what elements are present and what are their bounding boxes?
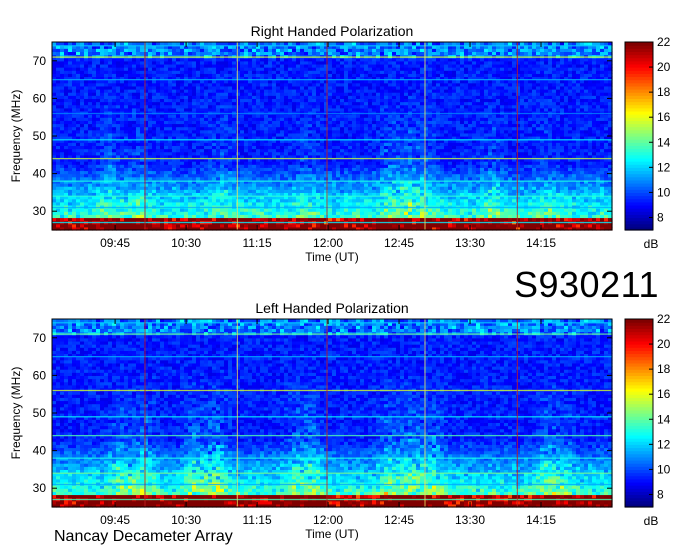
right-pol-title: Right Handed Polarization [250, 23, 414, 39]
y-axis-label: Frequency (MHz) [9, 90, 23, 183]
x-tick-label: 11:15 [243, 236, 272, 250]
x-tick-label: 13:30 [455, 236, 485, 250]
colorbar [625, 42, 653, 231]
x-tick-label: 12:00 [313, 236, 343, 250]
y-tick-label: 60 [33, 368, 47, 382]
colorbar-frame [624, 41, 654, 231]
colorbar-label: dB [644, 514, 659, 528]
y-tick-label: 30 [33, 204, 47, 218]
y-tick-label: 40 [33, 444, 47, 458]
x-tick-label: 13:30 [455, 513, 485, 527]
spectrogram-image [52, 42, 613, 231]
colorbar-tick-label: 12 [657, 160, 671, 174]
x-tick-label: 09:45 [100, 513, 130, 527]
colorbar-tick-label: 10 [657, 185, 671, 199]
colorbar-tick-label: 16 [657, 387, 671, 401]
observation-id: S930211 [514, 264, 659, 305]
x-tick-label: 10:30 [171, 513, 201, 527]
colorbar-tick-label: 18 [657, 85, 671, 99]
y-tick-label: 50 [33, 129, 47, 143]
y-tick-label: 50 [33, 406, 47, 420]
colorbar-label: dB [644, 237, 659, 251]
instrument-label: Nancay Decameter Array [54, 528, 233, 545]
colorbar-tick-label: 10 [657, 462, 671, 476]
x-tick-label: 11:15 [243, 513, 272, 527]
left-pol-title: Left Handed Polarization [255, 300, 409, 316]
colorbar-tick-label: 14 [657, 135, 671, 149]
y-tick-label: 30 [33, 481, 47, 495]
x-tick-label: 14:15 [526, 513, 556, 527]
colorbar-tick-label: 20 [657, 60, 671, 74]
x-tick-label: 12:00 [313, 513, 343, 527]
x-tick-label: 14:15 [526, 236, 556, 250]
colorbar-tick-label: 8 [657, 487, 664, 501]
x-tick-label: 10:30 [171, 236, 201, 250]
y-tick-label: 40 [33, 167, 47, 181]
colorbar-tick-label: 14 [657, 412, 671, 426]
colorbar-tick-label: 22 [657, 312, 671, 326]
x-tick-label: 12:45 [384, 513, 414, 527]
colorbar-tick-label: 12 [657, 437, 671, 451]
y-axis-label: Frequency (MHz) [9, 367, 23, 460]
y-tick-label: 70 [33, 54, 47, 68]
colorbar-tick-label: 18 [657, 362, 671, 376]
y-tick-label: 70 [33, 331, 47, 345]
x-axis-label: Time (UT) [305, 527, 359, 541]
colorbar-tick-label: 22 [657, 35, 671, 49]
colorbar-tick-label: 16 [657, 110, 671, 124]
x-axis-label: Time (UT) [305, 250, 359, 264]
colorbar [625, 319, 653, 508]
x-tick-label: 12:45 [384, 236, 414, 250]
colorbar-frame [624, 318, 654, 508]
colorbar-tick-label: 8 [657, 210, 664, 224]
colorbar-tick-label: 20 [657, 337, 671, 351]
x-tick-label: 09:45 [100, 236, 130, 250]
spectrogram-image [52, 319, 613, 508]
y-tick-label: 60 [33, 91, 47, 105]
